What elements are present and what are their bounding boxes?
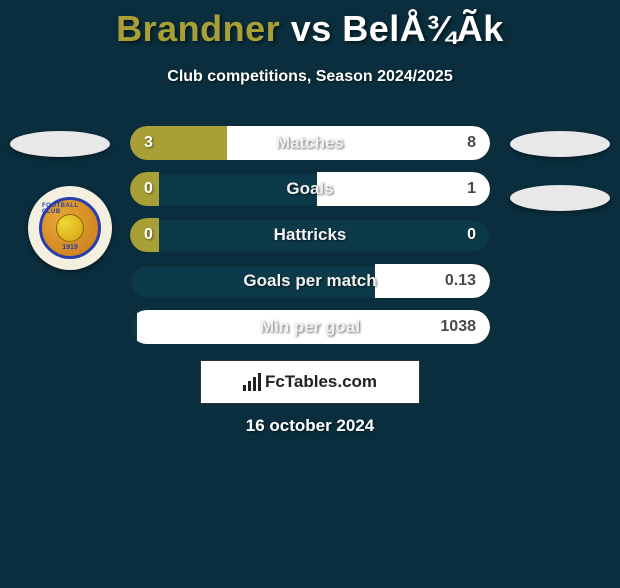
stat-row: Goals per match0.13 <box>130 264 490 298</box>
stat-row: Matches3 8 <box>130 126 490 160</box>
club-logo-year: 1919 <box>62 244 78 251</box>
brand-label: FcTables.com <box>265 372 377 392</box>
stat-label: Goals per match <box>130 264 490 298</box>
player2-club-placeholder-1 <box>510 131 610 157</box>
chart-icon <box>243 373 261 391</box>
stat-row: Min per goal1038 <box>130 310 490 344</box>
stat-label: Hattricks <box>130 218 490 252</box>
player1-name: Brandner <box>116 8 280 49</box>
stat-row: Goals0 1 <box>130 172 490 206</box>
stat-label: Goals <box>130 172 490 206</box>
stat-label: Matches <box>130 126 490 160</box>
comparison-title: Brandner vs BelÅ¾Ãk <box>0 8 620 50</box>
club-logo-ball <box>56 214 84 242</box>
stat-value-left: 3 <box>144 126 153 160</box>
player1-club-placeholder-1 <box>10 131 110 157</box>
vs-text: vs <box>291 8 332 49</box>
stats-table: Matches38Goals01Hattricks00Goals per mat… <box>130 126 490 356</box>
stat-label: Min per goal <box>130 310 490 344</box>
stat-value-right: 0.13 <box>445 264 476 298</box>
stat-value-left: 0 <box>144 172 153 206</box>
brand-attribution[interactable]: FcTables.com <box>200 360 420 404</box>
player1-club-logo: FOOTBALL CLUB 1919 <box>28 186 112 270</box>
stat-row: Hattricks0 0 <box>130 218 490 252</box>
stat-value-left: 0 <box>144 218 153 252</box>
subtitle: Club competitions, Season 2024/2025 <box>0 68 620 86</box>
stat-value-right: 8 <box>467 126 476 160</box>
player2-name: BelÅ¾Ãk <box>342 8 504 49</box>
infographic-date: 16 october 2024 <box>0 416 620 436</box>
stat-value-right: 1 <box>467 172 476 206</box>
club-logo-inner: FOOTBALL CLUB 1919 <box>39 197 101 259</box>
stat-value-right: 1038 <box>440 310 476 344</box>
stat-value-right: 0 <box>467 218 476 252</box>
player2-club-placeholder-2 <box>510 185 610 211</box>
